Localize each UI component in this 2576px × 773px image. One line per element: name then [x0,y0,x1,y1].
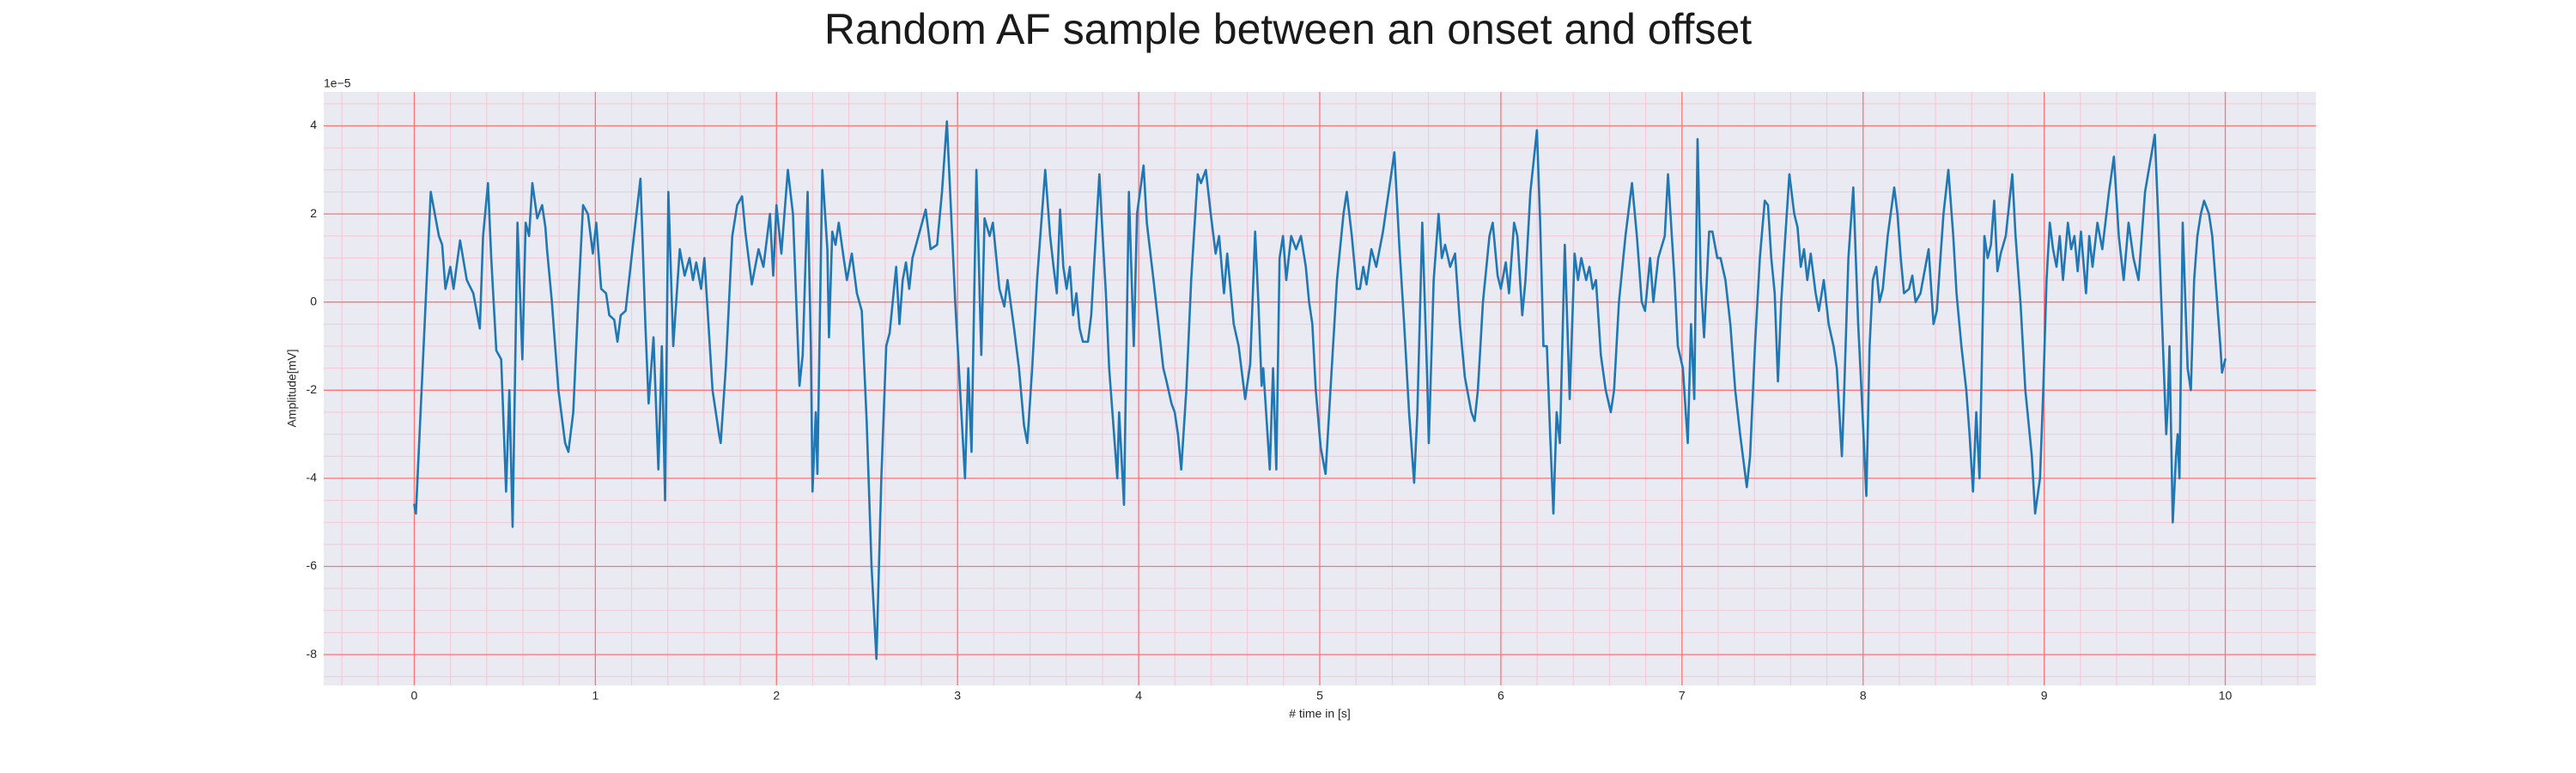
x-tick-label: 1 [592,689,598,703]
x-tick-label: 7 [1679,689,1686,703]
x-tick-label: 4 [1135,689,1142,703]
y-axis-label: Amplitude[mV] [285,349,299,427]
y-tick-label: 2 [310,206,317,220]
y-tick-label: -6 [307,558,318,572]
x-tick-label: 9 [2041,689,2048,703]
x-tick-label: 3 [954,689,961,703]
tick-labels: 0 1 2 3 4 5 6 7 8 9 10 -8 -6 -4 -2 0 2 4 [307,118,2233,702]
chart-title: Random AF sample between an onset and of… [824,5,1752,53]
y-tick-label: -4 [307,471,318,484]
x-tick-label: 0 [411,689,418,703]
x-tick-label: 2 [773,689,780,703]
x-tick-label: 5 [1316,689,1323,703]
series [413,120,2227,660]
signal-line [413,120,2227,660]
y-tick-label: 0 [310,294,317,307]
x-axis-label: # time in [s] [1289,707,1351,721]
y-tick-label: -8 [307,647,318,660]
y-tick-label: 4 [310,118,317,131]
y-offset-label: 1e−5 [324,76,351,90]
x-tick-label: 10 [2219,689,2233,703]
x-tick-label: 6 [1498,689,1504,703]
x-tick-label: 8 [1860,689,1867,703]
y-tick-label: -2 [307,382,318,396]
